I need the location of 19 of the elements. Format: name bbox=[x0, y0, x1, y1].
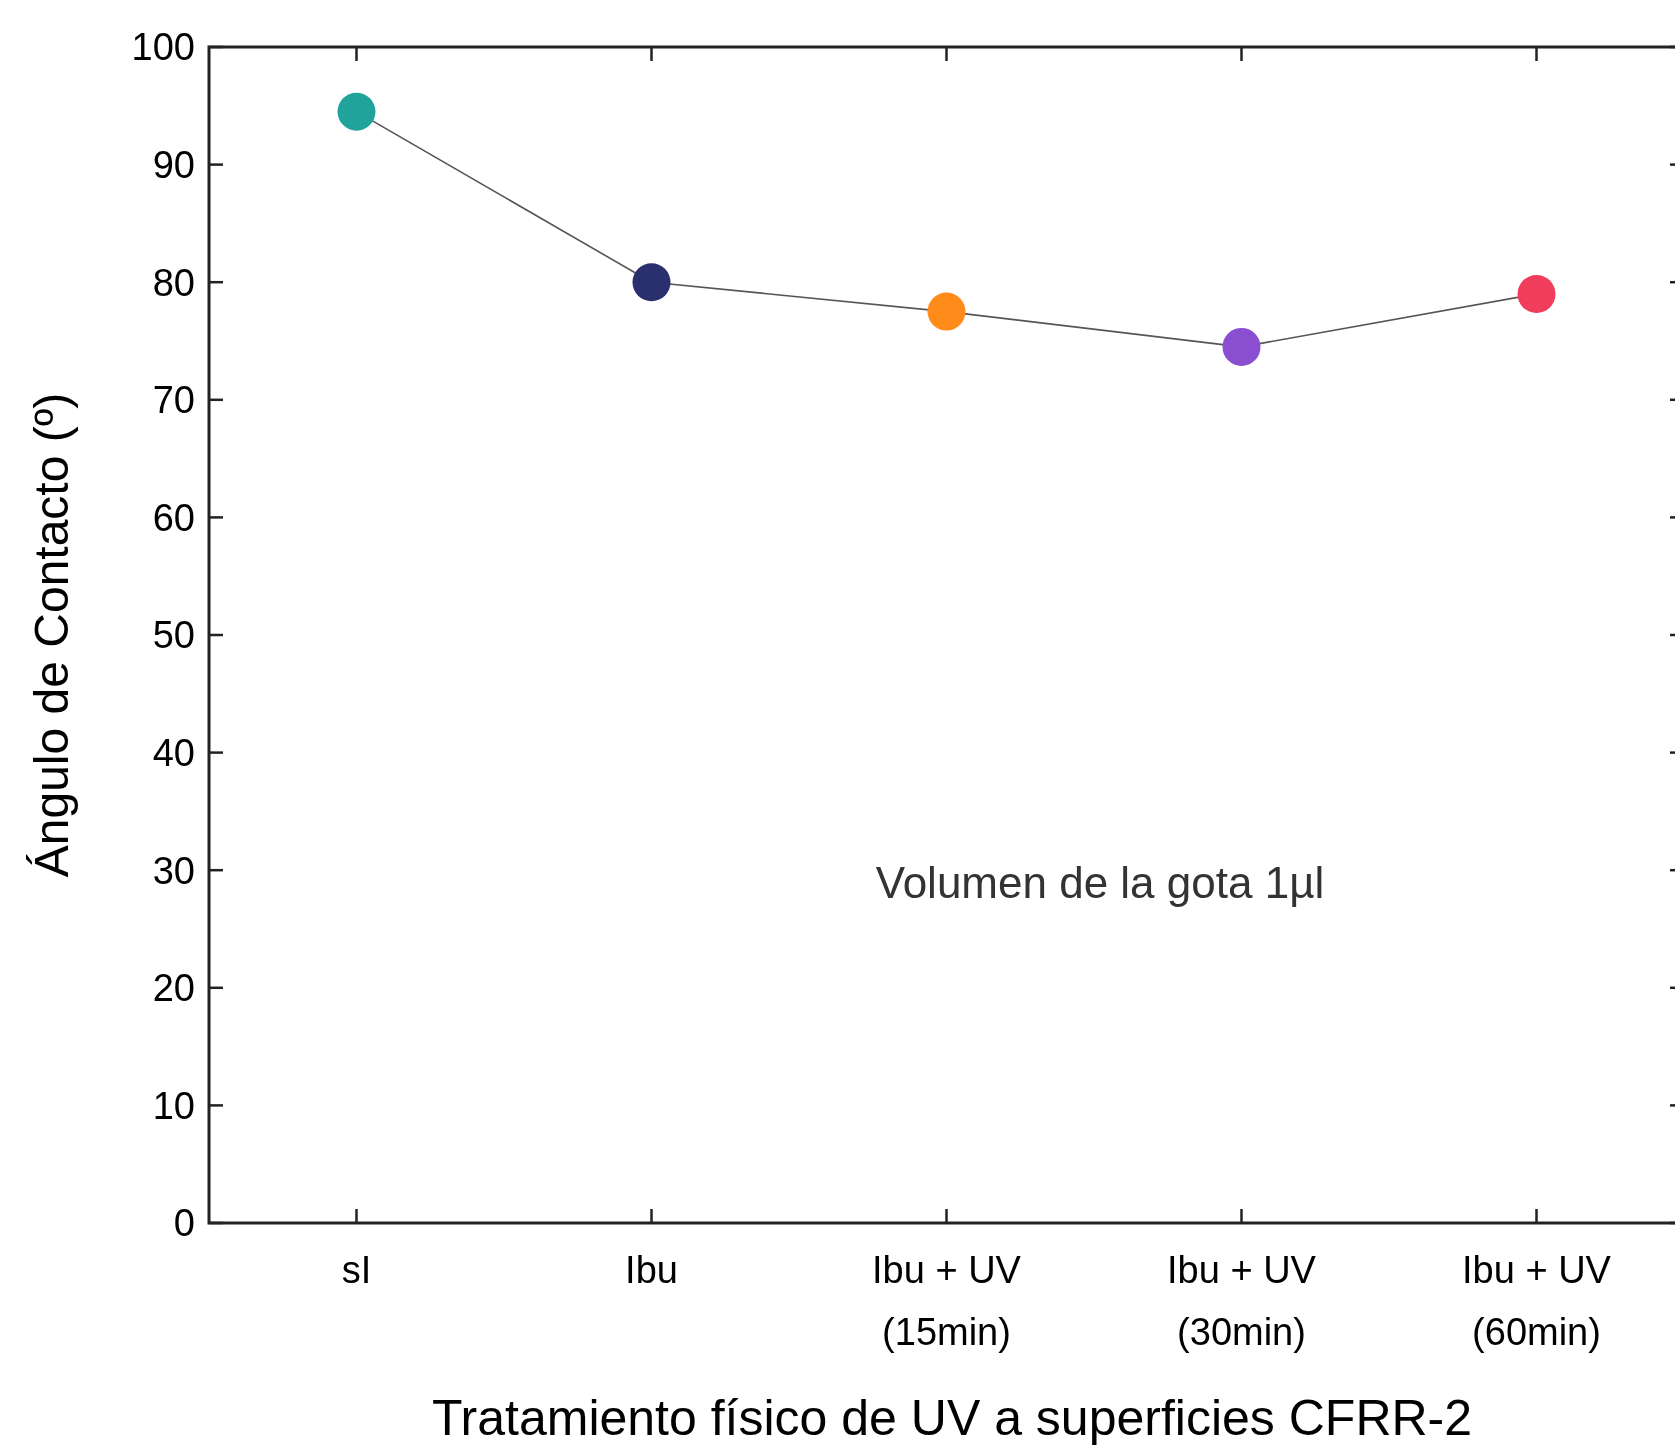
y-tick-label: 60 bbox=[152, 496, 195, 539]
x-axis-title: Tratamiento físico de UV a superficies CFRR-2 bbox=[431, 1390, 1473, 1446]
x-tick-label: sI bbox=[341, 1249, 372, 1291]
x-tick-label: Ibu bbox=[625, 1249, 678, 1291]
x-tick-label: Ibu + UV (60min) bbox=[1462, 1249, 1612, 1353]
y-tick-label: 100 bbox=[131, 26, 195, 69]
x-tick-label: Ibu + UV (15min) bbox=[872, 1249, 1022, 1353]
y-axis-title: Ángulo de Contacto (º) bbox=[25, 392, 78, 878]
y-tick-label: 80 bbox=[152, 261, 195, 304]
y-tick-label: 70 bbox=[152, 379, 195, 422]
x-tick-label: Ibu + UV (30min) bbox=[1167, 1249, 1317, 1353]
y-tick-label: 90 bbox=[152, 143, 195, 186]
annotation: Volumen de la gota 1µl bbox=[875, 858, 1325, 907]
y-tick-label: 10 bbox=[152, 1084, 195, 1127]
y-tick-label: 40 bbox=[152, 731, 195, 774]
y-tick-label: 0 bbox=[173, 1202, 195, 1245]
y-tick-label: 20 bbox=[152, 967, 195, 1010]
y-tick-label: 50 bbox=[152, 614, 195, 657]
y-tick-label: 30 bbox=[152, 849, 195, 892]
